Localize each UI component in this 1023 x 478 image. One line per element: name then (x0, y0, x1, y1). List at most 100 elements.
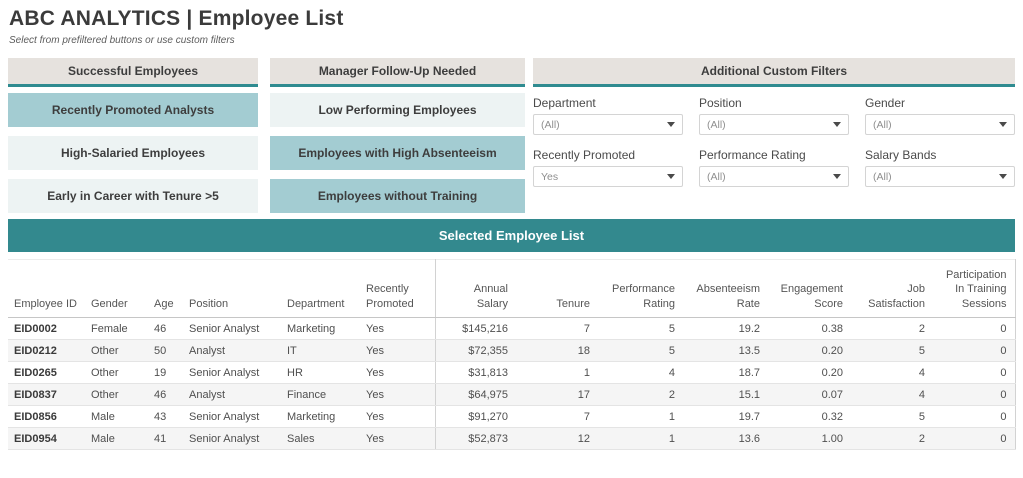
table-cell[interactable]: $31,813 (434, 361, 516, 384)
table-cell[interactable]: Analyst (183, 339, 281, 362)
table-cell[interactable]: Marketing (281, 405, 360, 428)
table-cell[interactable]: 50 (148, 339, 183, 362)
table-cell[interactable]: 0.20 (768, 361, 851, 384)
table-cell[interactable]: 2 (851, 427, 933, 450)
table-cell[interactable]: 13.6 (683, 427, 768, 450)
table-cell[interactable]: Other (85, 339, 148, 362)
salary-bands-dropdown[interactable]: (All) (865, 166, 1015, 187)
button-employees-without-training[interactable]: Employees without Training (270, 179, 525, 213)
table-cell[interactable]: 0.07 (768, 383, 851, 406)
table-cell[interactable]: 0.20 (768, 339, 851, 362)
performance-rating-dropdown[interactable]: (All) (699, 166, 849, 187)
table-cell[interactable]: 5 (851, 339, 933, 362)
table-cell[interactable]: EID0212 (8, 339, 85, 362)
table-cell[interactable]: 4 (851, 361, 933, 384)
table-cell[interactable]: 0 (933, 361, 1016, 384)
column-header-engagement-score: Engagement Score (768, 259, 851, 318)
table-cell[interactable]: Male (85, 405, 148, 428)
table-cell[interactable]: 0.32 (768, 405, 851, 428)
table-cell[interactable]: 0 (933, 383, 1016, 406)
table-cell[interactable]: EID0837 (8, 383, 85, 406)
table-cell[interactable]: Female (85, 317, 148, 340)
table-cell[interactable]: 19.7 (683, 405, 768, 428)
gender-dropdown[interactable]: (All) (865, 114, 1015, 135)
table-cell[interactable]: 4 (851, 383, 933, 406)
table-cell[interactable]: 5 (598, 339, 683, 362)
table-cell[interactable]: 4 (598, 361, 683, 384)
table-row[interactable]: EID0212 Other 50 Analyst IT Yes $72,355 18 5 13.5… (8, 339, 1016, 362)
table-cell[interactable]: Senior Analyst (183, 405, 281, 428)
button-high-absenteeism-employees[interactable]: Employees with High Absenteeism (270, 136, 525, 170)
table-cell[interactable]: EID0856 (8, 405, 85, 428)
table-cell[interactable]: Sales (281, 427, 360, 450)
table-cell[interactable]: Yes (360, 361, 435, 384)
table-row[interactable]: EID0954 Male 41 Senior Analyst Sales Yes $52,8… (8, 427, 1016, 450)
table-cell[interactable]: 2 (598, 383, 683, 406)
table-cell[interactable]: Yes (360, 339, 435, 362)
table-cell[interactable]: 15.1 (683, 383, 768, 406)
table-cell[interactable]: $64,975 (434, 383, 516, 406)
table-row[interactable]: EID0265 Other 19 Senior Analyst HR Yes $31,813… (8, 361, 1016, 384)
table-cell[interactable]: $52,873 (434, 427, 516, 450)
table-row[interactable]: EID0002 Female 46 Senior Analyst Marketing Ye… (8, 317, 1016, 340)
table-cell[interactable]: Yes (360, 317, 435, 340)
table-cell[interactable]: 0 (933, 317, 1016, 340)
department-dropdown[interactable]: (All) (533, 114, 683, 135)
filter-gender: Gender (All) (865, 96, 1015, 135)
table-cell[interactable]: 17 (516, 383, 598, 406)
table-cell[interactable]: 5 (851, 405, 933, 428)
table-cell[interactable]: 46 (148, 317, 183, 340)
table-cell[interactable]: EID0002 (8, 317, 85, 340)
table-cell[interactable]: HR (281, 361, 360, 384)
table-cell[interactable]: Yes (360, 405, 435, 428)
table-cell[interactable]: 5 (598, 317, 683, 340)
table-cell[interactable]: 1 (598, 405, 683, 428)
table-cell[interactable]: 1 (516, 361, 598, 384)
table-cell[interactable]: 46 (148, 383, 183, 406)
table-cell[interactable]: Other (85, 383, 148, 406)
table-cell[interactable]: 1 (598, 427, 683, 450)
table-cell[interactable]: 12 (516, 427, 598, 450)
position-dropdown[interactable]: (All) (699, 114, 849, 135)
employee-table: Employee ID Gender Age Position Departme… (8, 259, 1016, 450)
table-cell[interactable]: $145,216 (434, 317, 516, 340)
button-high-salaried-employees[interactable]: High-Salaried Employees (8, 136, 258, 170)
table-cell[interactable]: Yes (360, 427, 435, 450)
table-cell[interactable]: 7 (516, 405, 598, 428)
table-cell[interactable]: EID0265 (8, 361, 85, 384)
table-cell[interactable]: 43 (148, 405, 183, 428)
table-cell[interactable]: 18 (516, 339, 598, 362)
table-cell[interactable]: 2 (851, 317, 933, 340)
table-cell[interactable]: Senior Analyst (183, 427, 281, 450)
recently-promoted-dropdown[interactable]: Yes (533, 166, 683, 187)
table-cell[interactable]: IT (281, 339, 360, 362)
table-cell[interactable]: $72,355 (434, 339, 516, 362)
button-recently-promoted-analysts[interactable]: Recently Promoted Analysts (8, 93, 258, 127)
table-row[interactable]: EID0837 Other 46 Analyst Finance Yes $64,975 17… (8, 383, 1016, 406)
table-cell[interactable]: Analyst (183, 383, 281, 406)
table-cell[interactable]: 0 (933, 339, 1016, 362)
table-row[interactable]: EID0856 Male 43 Senior Analyst Marketing Yes $… (8, 405, 1016, 428)
table-cell[interactable]: 0 (933, 405, 1016, 428)
table-cell[interactable]: 41 (148, 427, 183, 450)
table-cell[interactable]: Senior Analyst (183, 317, 281, 340)
button-early-in-career-tenure[interactable]: Early in Career with Tenure >5 (8, 179, 258, 213)
table-cell[interactable]: Senior Analyst (183, 361, 281, 384)
table-cell[interactable]: 1.00 (768, 427, 851, 450)
table-cell[interactable]: 7 (516, 317, 598, 340)
table-cell[interactable]: 0.38 (768, 317, 851, 340)
table-cell[interactable]: 13.5 (683, 339, 768, 362)
table-cell[interactable]: 18.7 (683, 361, 768, 384)
table-cell[interactable]: $91,270 (434, 405, 516, 428)
table-cell[interactable]: Other (85, 361, 148, 384)
table-cell[interactable]: EID0954 (8, 427, 85, 450)
table-cell[interactable]: Finance (281, 383, 360, 406)
button-low-performing-employees[interactable]: Low Performing Employees (270, 93, 525, 127)
table-cell[interactable]: 19 (148, 361, 183, 384)
filter-grid: Department (All) Position (All) Gender (… (533, 96, 1015, 187)
table-cell[interactable]: 19.2 (683, 317, 768, 340)
table-cell[interactable]: Yes (360, 383, 435, 406)
table-cell[interactable]: Marketing (281, 317, 360, 340)
table-cell[interactable]: Male (85, 427, 148, 450)
table-cell[interactable]: 0 (933, 427, 1016, 450)
